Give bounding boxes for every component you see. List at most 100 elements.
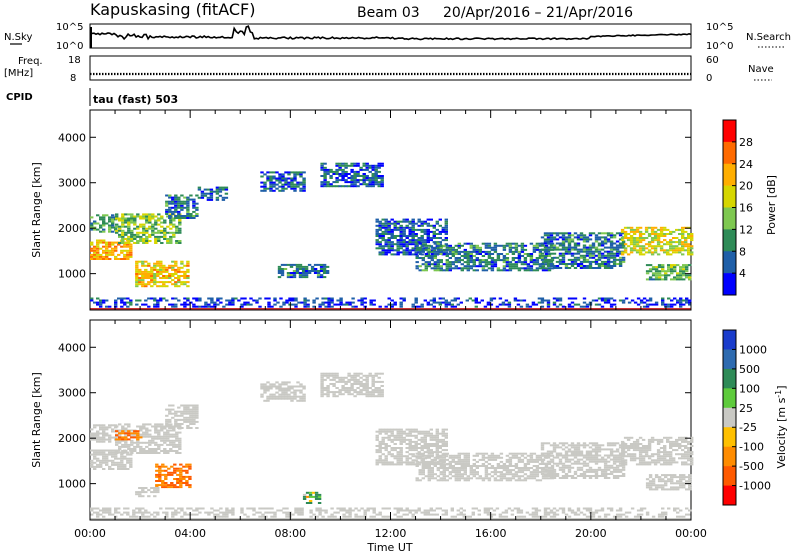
echo-cell (90, 432, 94, 435)
echo-cell (163, 452, 167, 454)
echo-cell (302, 387, 306, 390)
echo-cell (513, 297, 518, 300)
echo-cell (387, 303, 391, 306)
echo-cell (183, 215, 187, 217)
echo-cell (597, 250, 602, 253)
echo-cell (666, 453, 670, 456)
echo-cell (294, 297, 298, 300)
echo-cell (147, 273, 151, 275)
echo-cell (558, 267, 563, 269)
echo-cell (543, 258, 548, 261)
echo-cell (96, 432, 100, 435)
echo-cell (438, 447, 442, 449)
echo-cell (618, 468, 623, 471)
echo-cell (145, 452, 149, 454)
echo-cell (365, 183, 369, 186)
echo-cell (484, 263, 489, 266)
echo-cell (511, 246, 516, 249)
echo-cell (156, 260, 160, 263)
echo-cell (609, 473, 614, 475)
echo-cell (444, 436, 448, 439)
echo-cell (609, 246, 614, 249)
echo-cell (451, 263, 455, 266)
echo-cell (319, 276, 324, 279)
echo-cell (120, 301, 124, 304)
echo-cell (600, 305, 605, 308)
echo-cell (130, 238, 134, 240)
echo-cell (417, 461, 421, 464)
echo-cell (444, 434, 448, 437)
echo-cell (543, 452, 548, 455)
echo-cell (538, 242, 543, 245)
echo-cell (278, 385, 282, 388)
echo-cell (678, 241, 682, 244)
echo-cell (558, 458, 563, 461)
echo-cell (618, 234, 623, 237)
echo-cell (148, 221, 152, 224)
echo-cell (535, 475, 540, 478)
echo-cell (138, 299, 142, 302)
echo-cell (549, 234, 554, 237)
echo-cell (576, 303, 581, 306)
echo-cell (390, 241, 394, 244)
echo-cell (681, 253, 685, 256)
echo-cell (141, 283, 145, 286)
echo-cell (435, 301, 439, 304)
echo-cell (390, 432, 394, 435)
echo-cell (667, 474, 671, 477)
echo-cell (96, 301, 100, 304)
echo-cell (549, 450, 554, 453)
echo-cell (561, 244, 566, 247)
echo-cell (174, 420, 178, 423)
echo-cell (267, 297, 271, 300)
echo-cell (186, 206, 190, 209)
echo-cell (90, 428, 94, 431)
echo-cell (292, 274, 297, 277)
echo-cell (679, 268, 683, 271)
echo-cell (291, 297, 295, 300)
echo-cell (174, 273, 178, 275)
echo-cell (356, 162, 360, 165)
echo-cell (180, 204, 184, 207)
echo-cell (169, 448, 173, 450)
echo-cell (393, 457, 397, 460)
echo-cell (567, 252, 572, 255)
echo-cell (171, 264, 175, 267)
echo-cell (414, 233, 418, 235)
echo-cell (120, 465, 124, 468)
echo-cell (189, 408, 193, 411)
echo-cell (544, 244, 549, 247)
echo-cell (663, 228, 667, 231)
echo-cell (359, 372, 363, 375)
echo-cell (408, 449, 412, 452)
echo-cell (547, 267, 552, 270)
echo-cell (90, 247, 94, 250)
echo-cell (105, 214, 109, 217)
echo-cell (487, 267, 492, 270)
echo-cell (609, 466, 614, 469)
echo-cell (499, 471, 504, 474)
echo-cell (420, 447, 424, 449)
echo-cell (225, 299, 229, 302)
echo-cell (681, 237, 685, 239)
echo-cell (192, 414, 196, 417)
echo-cell (275, 171, 279, 174)
echo-cell (174, 196, 178, 199)
echo-cell (468, 297, 472, 300)
echo-cell (368, 374, 372, 377)
echo-cell (176, 478, 180, 480)
echo-cell (396, 235, 400, 237)
echo-cell (316, 270, 321, 272)
echo-cell (546, 303, 551, 306)
echo-cell (174, 283, 178, 286)
echo-cell (585, 454, 590, 457)
echo-cell (375, 224, 379, 227)
echo-cell (663, 459, 667, 462)
echo-cell (130, 439, 134, 442)
echo-cell (371, 177, 375, 179)
echo-cell (547, 269, 552, 272)
echo-cell (438, 432, 442, 435)
echo-cell (176, 473, 180, 476)
echo-cell (546, 442, 551, 445)
echo-cell (120, 249, 124, 252)
